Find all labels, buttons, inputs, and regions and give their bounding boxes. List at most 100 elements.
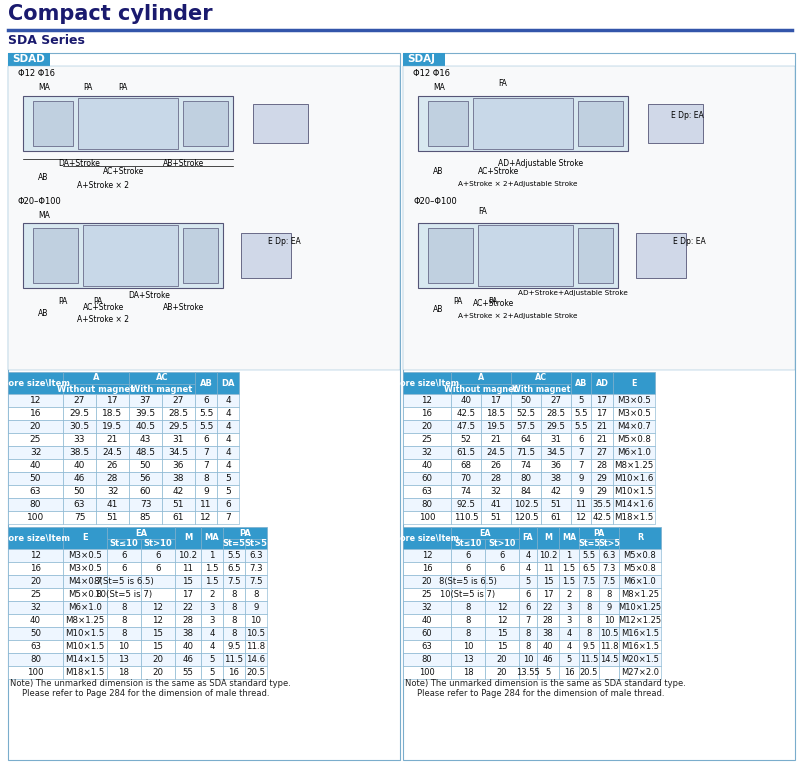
Text: 30.5: 30.5 xyxy=(70,422,90,431)
Bar xyxy=(591,472,613,485)
Text: 10(St=5 is 7): 10(St=5 is 7) xyxy=(95,590,153,599)
Bar xyxy=(599,627,619,640)
Text: M4×0.7: M4×0.7 xyxy=(68,577,102,586)
Bar xyxy=(8,394,63,407)
Bar xyxy=(223,562,245,575)
Text: 55: 55 xyxy=(182,668,194,677)
Bar xyxy=(485,588,519,601)
Bar xyxy=(403,511,451,524)
Text: 6: 6 xyxy=(499,564,505,573)
Bar xyxy=(141,575,175,588)
Bar xyxy=(403,527,451,549)
Bar xyxy=(519,527,537,549)
Text: 2: 2 xyxy=(566,590,572,599)
Text: 17: 17 xyxy=(597,396,607,405)
Text: 10.5: 10.5 xyxy=(600,629,618,638)
Bar xyxy=(129,511,162,524)
Bar xyxy=(579,666,599,679)
Bar xyxy=(619,549,661,562)
Text: 6.5: 6.5 xyxy=(227,564,241,573)
Text: Without magnet: Without magnet xyxy=(444,384,518,393)
Bar xyxy=(33,101,73,146)
Bar xyxy=(519,666,537,679)
Bar xyxy=(403,372,451,394)
Text: 6: 6 xyxy=(466,551,470,560)
Bar xyxy=(175,640,201,653)
Text: 10: 10 xyxy=(250,616,262,625)
Text: 9: 9 xyxy=(203,487,209,496)
Text: 27: 27 xyxy=(173,396,184,405)
Bar xyxy=(245,601,267,614)
Bar xyxy=(418,223,618,288)
Text: 16: 16 xyxy=(229,668,239,677)
Text: A: A xyxy=(93,374,99,383)
Text: 13: 13 xyxy=(462,655,474,664)
Text: 6: 6 xyxy=(203,396,209,405)
Bar xyxy=(96,472,129,485)
Bar xyxy=(403,498,451,511)
Text: 57.5: 57.5 xyxy=(517,422,535,431)
Bar xyxy=(63,627,107,640)
Text: 5: 5 xyxy=(210,655,214,664)
Bar xyxy=(591,372,613,394)
Text: 7: 7 xyxy=(225,513,231,522)
Bar xyxy=(241,233,291,278)
Bar xyxy=(613,372,655,394)
Text: E: E xyxy=(82,534,88,542)
Bar xyxy=(485,614,519,627)
Text: With magnet: With magnet xyxy=(131,384,193,393)
Text: 12: 12 xyxy=(422,551,432,560)
Bar xyxy=(451,640,485,653)
Text: 42.5: 42.5 xyxy=(593,513,611,522)
Bar xyxy=(519,627,537,640)
Text: 28: 28 xyxy=(490,474,502,483)
Text: 73: 73 xyxy=(140,500,151,509)
Text: 20: 20 xyxy=(422,577,432,586)
Text: 14.5: 14.5 xyxy=(600,655,618,664)
Text: 9: 9 xyxy=(578,487,584,496)
Text: 6: 6 xyxy=(578,435,584,444)
Text: 8: 8 xyxy=(586,590,592,599)
Text: M8×1.25: M8×1.25 xyxy=(66,616,105,625)
Text: 4: 4 xyxy=(225,409,231,418)
Bar xyxy=(141,601,175,614)
Text: 20: 20 xyxy=(422,422,433,431)
Bar xyxy=(195,511,217,524)
Bar xyxy=(8,53,50,66)
Text: PA: PA xyxy=(93,297,102,305)
Text: 8: 8 xyxy=(122,603,126,612)
Bar xyxy=(599,562,619,575)
Bar xyxy=(541,485,571,498)
Bar xyxy=(63,588,107,601)
Bar xyxy=(451,539,485,549)
Bar xyxy=(175,562,201,575)
Text: 17: 17 xyxy=(597,409,607,418)
Text: 11.5: 11.5 xyxy=(580,655,598,664)
Bar xyxy=(451,562,485,575)
Bar xyxy=(485,666,519,679)
Text: M10×1.5: M10×1.5 xyxy=(66,629,105,638)
Bar xyxy=(541,459,571,472)
Bar xyxy=(141,614,175,627)
Bar xyxy=(195,498,217,511)
Bar xyxy=(195,485,217,498)
Text: 5.5: 5.5 xyxy=(582,551,595,560)
Bar xyxy=(613,498,655,511)
Bar xyxy=(571,459,591,472)
Text: 5.5: 5.5 xyxy=(574,422,588,431)
Bar xyxy=(613,394,655,407)
Bar xyxy=(473,98,573,149)
Bar xyxy=(245,539,267,549)
Text: 63: 63 xyxy=(422,487,433,496)
Text: 52: 52 xyxy=(461,435,471,444)
Text: 61: 61 xyxy=(173,513,184,522)
Text: 11.8: 11.8 xyxy=(246,642,266,651)
Bar xyxy=(223,653,245,666)
Text: 71.5: 71.5 xyxy=(517,448,535,457)
Bar xyxy=(8,666,63,679)
Bar xyxy=(613,407,655,420)
Text: 50: 50 xyxy=(521,396,531,405)
Bar xyxy=(559,527,579,549)
Text: 7: 7 xyxy=(203,448,209,457)
Text: 9: 9 xyxy=(254,603,258,612)
